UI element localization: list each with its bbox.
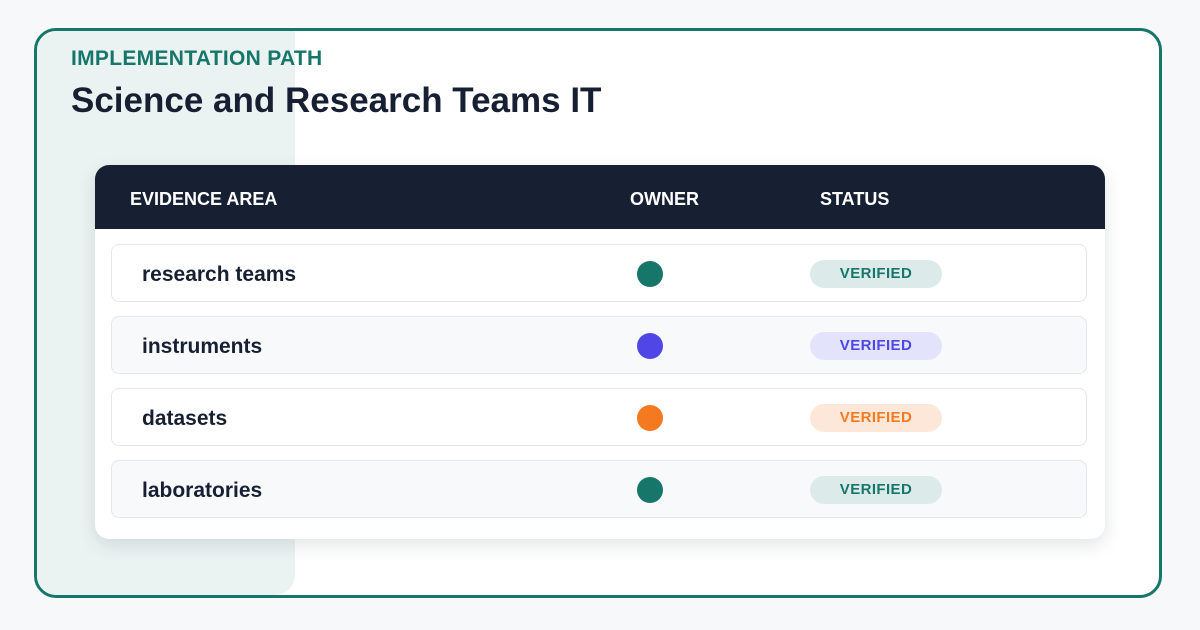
column-header-owner: OWNER xyxy=(630,189,699,209)
owner-dot-icon xyxy=(637,261,663,287)
evidence-area-cell: datasets xyxy=(142,407,228,430)
evidence-area-cell: instruments xyxy=(142,335,263,358)
owner-dot-icon xyxy=(637,477,663,503)
table-header: EVIDENCE AREA OWNER STATUS xyxy=(95,165,1105,229)
owner-dot-icon xyxy=(637,333,663,359)
page-title: Science and Research Teams IT xyxy=(71,81,602,120)
page-frame: IMPLEMENTATION PATH Science and Research… xyxy=(34,28,1162,598)
evidence-area-cell: research teams xyxy=(142,263,297,286)
table-row: instruments VERIFIED xyxy=(111,316,1087,374)
owner-dot-icon xyxy=(637,405,663,431)
evidence-table: EVIDENCE AREA OWNER STATUS research team… xyxy=(95,165,1105,539)
eyebrow-label: IMPLEMENTATION PATH xyxy=(71,47,323,70)
evidence-area-cell: laboratories xyxy=(142,479,263,502)
status-badge: VERIFIED xyxy=(810,332,942,360)
column-header-evidence-area: EVIDENCE AREA xyxy=(130,189,278,209)
status-badge: VERIFIED xyxy=(810,404,942,432)
table-row: datasets VERIFIED xyxy=(111,388,1087,446)
column-header-status: STATUS xyxy=(820,189,890,209)
status-badge: VERIFIED xyxy=(810,260,942,288)
status-badge: VERIFIED xyxy=(810,476,942,504)
table-row: laboratories VERIFIED xyxy=(111,460,1087,518)
table-row: research teams VERIFIED xyxy=(111,244,1087,302)
